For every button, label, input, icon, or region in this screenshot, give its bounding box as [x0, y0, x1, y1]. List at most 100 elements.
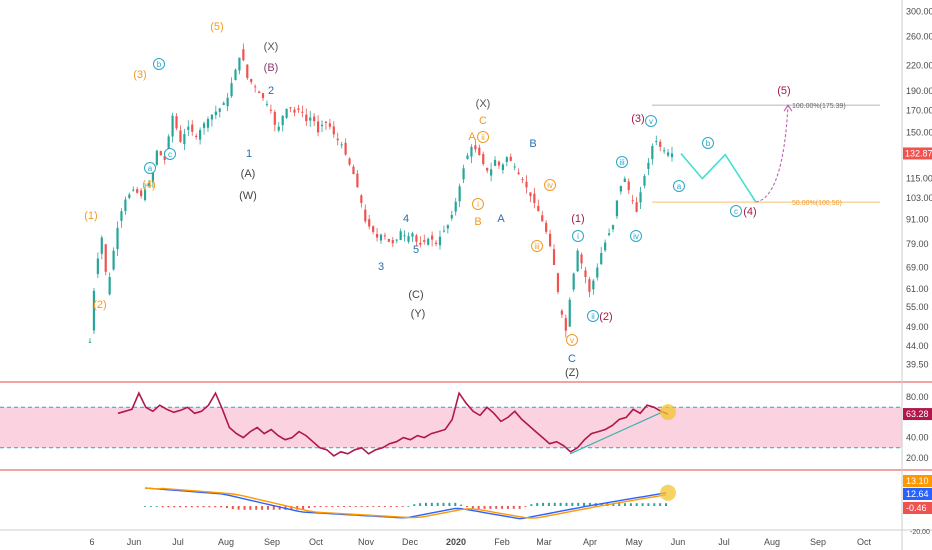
wave-label: i [577, 232, 579, 241]
candle [140, 188, 143, 199]
wave-label: 3 [378, 261, 384, 273]
candle [615, 200, 619, 220]
macd-histogram-bar [641, 503, 644, 506]
macd-histogram-bar [190, 506, 193, 508]
last-price-tag [903, 147, 932, 160]
candle-body [663, 150, 666, 152]
macd-highlight-marker [660, 484, 676, 501]
price-axis-tick: 150.00 [906, 127, 932, 137]
candle-body [391, 240, 394, 244]
candle [647, 157, 650, 176]
candle [297, 104, 300, 113]
candle-body [486, 167, 489, 171]
candle [187, 120, 190, 137]
candle [635, 196, 638, 213]
macd-histogram-bar [378, 506, 381, 507]
macd-histogram-bar [542, 502, 545, 506]
candle-body [493, 159, 497, 166]
wave-label: i [477, 200, 479, 209]
price-axis-tick: 260.00 [906, 32, 932, 42]
candle [474, 139, 477, 153]
candle [383, 232, 387, 240]
time-axis-tick: Sep [810, 537, 826, 547]
price-panel: 100.00%(175.39) 50.00%(100.50) (5) (3) (1) (2… [84, 21, 880, 379]
candle-body [372, 226, 375, 232]
time-axis-tick: 2020 [446, 537, 466, 547]
candle [372, 225, 375, 235]
candle [281, 115, 284, 132]
last-price-label: 132.87 [905, 148, 932, 158]
candle-body [631, 200, 634, 202]
wave-label: (Z) [565, 367, 579, 379]
candle [415, 233, 418, 247]
candle-body [96, 258, 99, 275]
wave-label: A [468, 131, 476, 143]
macd-histogram-bar [501, 506, 504, 509]
price-axis-tick: 190.00 [906, 86, 932, 96]
macd-histogram-bar [307, 506, 310, 509]
wave-label: ii [481, 133, 485, 142]
macd-histogram-bar [331, 506, 334, 507]
candle-body [639, 192, 642, 203]
candle [132, 186, 135, 192]
candle-body [383, 235, 387, 237]
candle [478, 144, 481, 156]
candle [289, 107, 292, 113]
wave-label-circle [587, 310, 599, 322]
candle-body [509, 156, 512, 161]
candle [332, 121, 335, 138]
candle-body [387, 238, 390, 242]
price-axis-tick: 44.00 [906, 341, 929, 351]
candle [218, 107, 221, 118]
candle-body [214, 111, 217, 116]
macd-histogram-bar [430, 502, 433, 506]
macd-histogram-bar [290, 506, 293, 510]
candle-body [623, 178, 626, 182]
wave-label-circle [673, 180, 685, 192]
candle [604, 239, 607, 252]
price-axis-tick: 69.00 [906, 263, 929, 273]
candle [450, 210, 453, 221]
wave-label: (1) [571, 213, 584, 225]
candle [434, 240, 438, 247]
candle-body [423, 240, 426, 242]
wave-label: 5 [413, 244, 419, 256]
wave-label: (3) [631, 113, 644, 125]
candle-body [297, 108, 300, 110]
time-axis-tick: Apr [583, 537, 597, 547]
projection-curve [755, 105, 789, 203]
candle [545, 220, 548, 235]
wave-label-circle [544, 179, 556, 191]
candle [548, 229, 552, 248]
candle-body [238, 57, 241, 71]
candle [191, 120, 194, 136]
candle [230, 77, 233, 98]
candle [293, 106, 296, 117]
candle [584, 266, 587, 284]
time-axis-tick: Feb [494, 537, 510, 547]
rsi-highlight-marker [660, 404, 676, 421]
macd-histogram-bar [635, 503, 638, 506]
macd-histogram-bar [149, 506, 152, 507]
candle-body [379, 234, 383, 241]
macd-histogram-bar [337, 506, 340, 507]
macd-histogram-bar [325, 506, 328, 507]
candle-body [537, 205, 540, 212]
candle [470, 144, 473, 164]
macd-histogram-bar [384, 506, 387, 507]
wave-label: v [649, 117, 653, 126]
candle-body [309, 117, 312, 121]
candle-body [545, 222, 548, 232]
macd-histogram-bar [553, 502, 556, 506]
candle [112, 247, 115, 271]
candle-body [411, 233, 414, 237]
candle [320, 120, 324, 132]
candle-body [517, 172, 520, 175]
candle [175, 113, 178, 131]
wave-label: C [568, 353, 576, 365]
candle-body [450, 214, 453, 219]
candle-body [92, 290, 96, 331]
candle-body [108, 277, 111, 295]
candle-body [324, 121, 328, 123]
candle-body [128, 194, 131, 198]
